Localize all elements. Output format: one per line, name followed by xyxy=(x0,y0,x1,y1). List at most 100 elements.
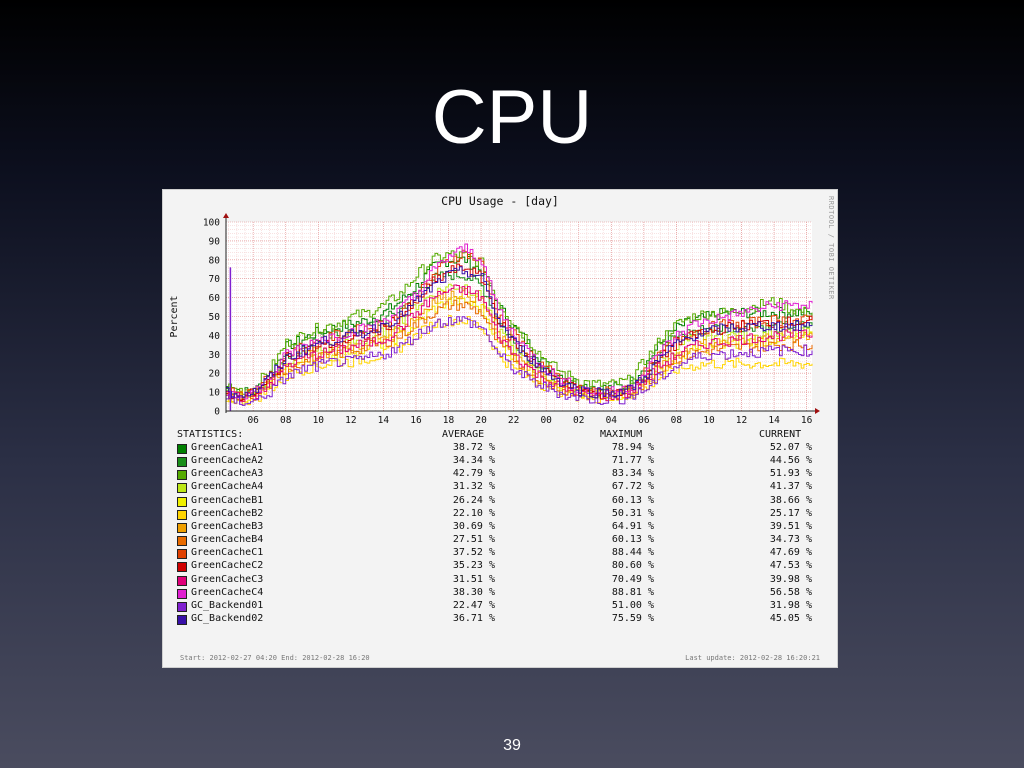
y-tick-label: 0 xyxy=(214,407,220,418)
rrd-graph-panel: CPU Usage - [day] RRDTOOL / TOBI OETIKER… xyxy=(162,189,838,668)
legend-series-name: GreenCacheC2 xyxy=(191,560,264,572)
legend-swatch xyxy=(177,509,187,520)
average-column-header: AVERAGE xyxy=(442,429,485,440)
legend-current-value: 39.98 % xyxy=(769,573,812,585)
legend-row: GC_Backend01 22.47 % 51.00 % 31.98 % xyxy=(177,600,815,613)
legend-series-name: GreenCacheC4 xyxy=(191,586,264,598)
legend-series-name: GreenCacheA4 xyxy=(191,481,264,493)
slide-title: CPU xyxy=(431,75,593,160)
x-tick-label: 16 xyxy=(801,415,813,426)
legend-row: GreenCacheB1 26.24 % 60.13 % 38.66 % xyxy=(177,495,815,508)
legend-row: GreenCacheA3 42.79 % 83.34 % 51.93 % xyxy=(177,468,815,481)
legend-current-value: 31.98 % xyxy=(769,599,812,611)
y-tick-label: 70 xyxy=(209,274,221,285)
x-tick-label: 06 xyxy=(638,415,650,426)
legend-swatch xyxy=(177,470,187,481)
x-tick-label: 12 xyxy=(736,415,747,426)
legend-maximum-value: 88.44 % xyxy=(611,547,654,559)
legend-current-value: 39.51 % xyxy=(769,520,812,532)
graph-time-range: Start: 2012-02-27 04:20 End: 2012-02-28 … xyxy=(180,654,370,662)
legend-row: GreenCacheB2 22.10 % 50.31 % 25.17 % xyxy=(177,508,815,521)
legend-row: GreenCacheC4 38.30 % 88.81 % 56.58 % xyxy=(177,587,815,600)
legend-series-name: GreenCacheB1 xyxy=(191,494,264,506)
x-tick-label: 10 xyxy=(313,415,325,426)
series-line-greencachec3 xyxy=(226,284,813,403)
x-tick-label: 14 xyxy=(378,415,390,426)
legend-maximum-value: 80.60 % xyxy=(611,560,654,572)
x-tick-label: 00 xyxy=(540,415,552,426)
y-tick-label: 60 xyxy=(209,293,221,304)
legend-maximum-value: 71.77 % xyxy=(611,455,654,467)
legend-current-value: 45.05 % xyxy=(769,612,812,624)
legend-swatch xyxy=(177,444,187,454)
legend-swatch xyxy=(177,483,187,494)
current-column-header: CURRENT xyxy=(759,429,802,440)
chart-title: CPU Usage - [day] xyxy=(441,194,559,208)
x-tick-label: 18 xyxy=(443,415,455,426)
legend-row: GreenCacheA4 31.32 % 67.72 % 41.37 % xyxy=(177,481,815,494)
legend-swatch xyxy=(177,457,187,468)
y-tick-label: 30 xyxy=(209,350,221,361)
legend-average-value: 34.34 % xyxy=(452,455,495,467)
legend-maximum-value: 60.13 % xyxy=(611,534,654,546)
legend-current-value: 47.69 % xyxy=(769,547,812,559)
legend-average-value: 38.72 % xyxy=(452,442,495,453)
legend-series-name: GreenCacheA3 xyxy=(191,468,264,480)
legend-swatch xyxy=(177,614,187,625)
x-tick-label: 14 xyxy=(768,415,780,426)
legend-average-value: 38.30 % xyxy=(452,586,495,598)
rrdtool-watermark: RRDTOOL / TOBI OETIKER xyxy=(827,196,835,300)
legend-average-value: 22.47 % xyxy=(452,599,495,611)
legend-current-value: 51.93 % xyxy=(769,468,812,480)
legend-current-value: 41.37 % xyxy=(769,481,812,493)
x-tick-label: 22 xyxy=(508,415,519,426)
maximum-column-header: MAXIMUM xyxy=(600,429,643,440)
y-tick-label: 50 xyxy=(209,312,221,323)
legend-swatch xyxy=(177,549,187,560)
legend-maximum-value: 75.59 % xyxy=(611,612,654,624)
x-tick-label: 20 xyxy=(475,415,487,426)
y-axis-label: Percent xyxy=(169,295,180,337)
legend-maximum-value: 70.49 % xyxy=(611,573,654,585)
y-tick-label: 40 xyxy=(209,331,221,342)
legend-average-value: 31.51 % xyxy=(452,573,495,585)
legend-maximum-value: 67.72 % xyxy=(611,481,654,493)
legend-average-value: 35.23 % xyxy=(452,560,495,572)
y-tick-label: 20 xyxy=(209,369,221,380)
x-tick-label: 04 xyxy=(606,415,618,426)
legend-swatch xyxy=(177,575,187,586)
legend-current-value: 47.53 % xyxy=(769,560,812,572)
series-line-greencacheb2 xyxy=(226,315,813,406)
statistics-header: STATISTICS: AVERAGE MAXIMUM CURRENT xyxy=(177,429,815,442)
legend-swatch xyxy=(177,522,187,533)
slide-page-number: 39 xyxy=(503,737,521,754)
legend-current-value: 34.73 % xyxy=(769,534,812,546)
statistics-label: STATISTICS: xyxy=(177,429,244,440)
legend-series-name: GreenCacheB4 xyxy=(191,534,264,546)
legend-series-name: GreenCacheC3 xyxy=(191,573,264,585)
graph-last-update: Last update: 2012-02-28 16:20:21 xyxy=(685,654,820,662)
x-tick-label: 02 xyxy=(573,415,584,426)
legend-swatch xyxy=(177,496,187,507)
legend-row: GreenCacheC3 31.51 % 70.49 % 39.98 % xyxy=(177,574,815,587)
y-axis-arrow xyxy=(223,213,229,218)
legend-swatch xyxy=(177,601,187,612)
legend-average-value: 26.24 % xyxy=(452,494,495,506)
legend-current-value: 44.56 % xyxy=(769,455,812,467)
legend-series-name: GreenCacheC1 xyxy=(191,547,264,559)
y-tick-label: 10 xyxy=(209,388,221,399)
legend-maximum-value: 50.31 % xyxy=(611,507,654,519)
legend-swatch xyxy=(177,588,187,599)
legend-average-value: 31.32 % xyxy=(452,481,495,493)
legend-average-value: 37.52 % xyxy=(452,547,495,559)
legend-series-name: GC_Backend02 xyxy=(191,612,264,624)
series-line-gc-backend02 xyxy=(226,266,813,399)
legend-average-value: 42.79 % xyxy=(452,468,495,480)
legend-average-value: 36.71 % xyxy=(452,612,495,624)
x-tick-label: 10 xyxy=(703,415,715,426)
y-tick-label: 100 xyxy=(203,218,220,229)
legend-average-value: 22.10 % xyxy=(452,507,495,519)
x-tick-label: 06 xyxy=(247,415,259,426)
legend-row: GreenCacheB4 27.51 % 60.13 % 34.73 % xyxy=(177,534,815,547)
x-tick-label: 08 xyxy=(280,415,292,426)
